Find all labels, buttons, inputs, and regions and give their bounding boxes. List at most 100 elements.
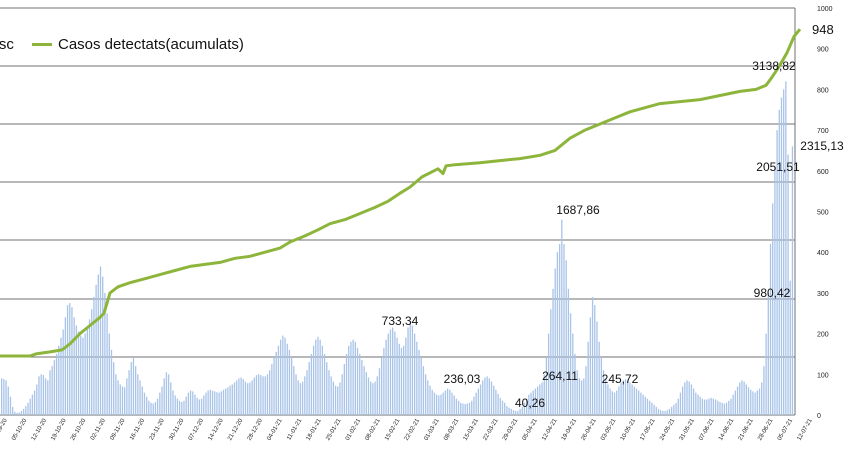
bar [512,410,515,415]
bar [438,395,440,415]
bar [359,353,361,415]
x-tick-label: 19-10-20 [50,417,68,441]
bar [339,382,341,415]
bar [152,403,154,415]
bar [299,383,302,415]
bar [675,402,677,415]
bar [653,404,655,415]
annotation-label: 264,11 [542,369,578,383]
x-tick-label: 17-05-21 [639,417,657,441]
bar [774,166,776,415]
bar [701,398,704,415]
x-tick-label: 05-10-20 [11,417,29,441]
bar [561,219,563,415]
bar [778,109,780,415]
bar [767,292,769,415]
bar [607,384,609,415]
bar [534,388,537,415]
bar [363,366,365,415]
bar [620,382,622,415]
bar [396,337,398,415]
bar [543,374,545,415]
bar [580,380,583,415]
bar [769,244,772,415]
bar [119,384,121,415]
x-tick-label: 07-06-21 [698,417,716,441]
bar [402,345,405,415]
bar [88,319,91,415]
bar [649,400,651,415]
x-tick-label: 15-03-21 [463,417,481,441]
x-tick-label: 24-05-21 [659,417,677,441]
x-tick-label: 28-06-21 [757,417,775,441]
bar [321,345,324,415]
bar [58,345,60,415]
bar [216,392,218,415]
x-tick-label: 08-02-21 [365,417,383,441]
bar [488,378,490,415]
bar [725,402,728,415]
bar [629,382,631,415]
bar [644,396,646,415]
x-tick-label: 05-04-21 [522,417,540,441]
bar [684,382,686,415]
bar [117,380,119,415]
bar [284,337,286,415]
bar [211,390,214,415]
data-annotations: 733,34 236,03 40,26 264,11 1687,86 245,72 3138… [382,59,844,410]
annotation-label: 1687,86 [556,203,600,217]
bar [288,349,291,415]
bar [5,380,7,415]
bar [207,390,209,415]
bar [33,390,36,415]
bar [457,400,460,415]
bar [185,396,187,415]
bar [697,394,699,415]
x-tick-label: 07-12-20 [188,417,206,441]
bar [475,392,477,415]
x-tick-label: 28-09-20 [0,417,9,441]
bar [367,377,370,415]
bar [506,406,508,415]
bar [271,364,273,416]
bar [440,394,442,415]
annotation-label: 2315,13 [800,139,844,153]
bar [115,374,117,415]
bar [264,376,266,415]
bar [47,380,49,415]
bar [745,384,747,415]
bar [714,399,717,415]
bar [655,406,657,415]
x-tick-label: 22-03-21 [482,417,500,441]
bar [121,386,124,415]
bar [97,274,99,415]
y-tick-label: 400 [817,250,829,257]
bar [130,362,132,415]
bar [695,392,697,415]
bar [583,378,585,415]
bar [253,377,255,415]
bar [55,353,58,415]
bar [301,381,304,415]
x-tick-label: 28-12-20 [247,417,265,441]
cumulative-cases-line [0,28,802,358]
bar [706,399,708,415]
x-tick-label: 22-02-21 [404,417,422,441]
bar [539,384,541,415]
bar [413,333,416,415]
x-tick-label: 04-01-21 [266,417,284,441]
bar [739,382,741,415]
x-tick-label: 14-06-21 [718,417,736,441]
bar [236,380,238,415]
bar [471,400,473,415]
bar [690,384,693,415]
bar [521,406,523,415]
bar [60,337,62,415]
bar [145,396,148,415]
bar [198,399,201,415]
bar [490,381,493,415]
bar [780,97,783,415]
bar [345,353,348,415]
bar [251,380,253,415]
bar [501,400,504,415]
